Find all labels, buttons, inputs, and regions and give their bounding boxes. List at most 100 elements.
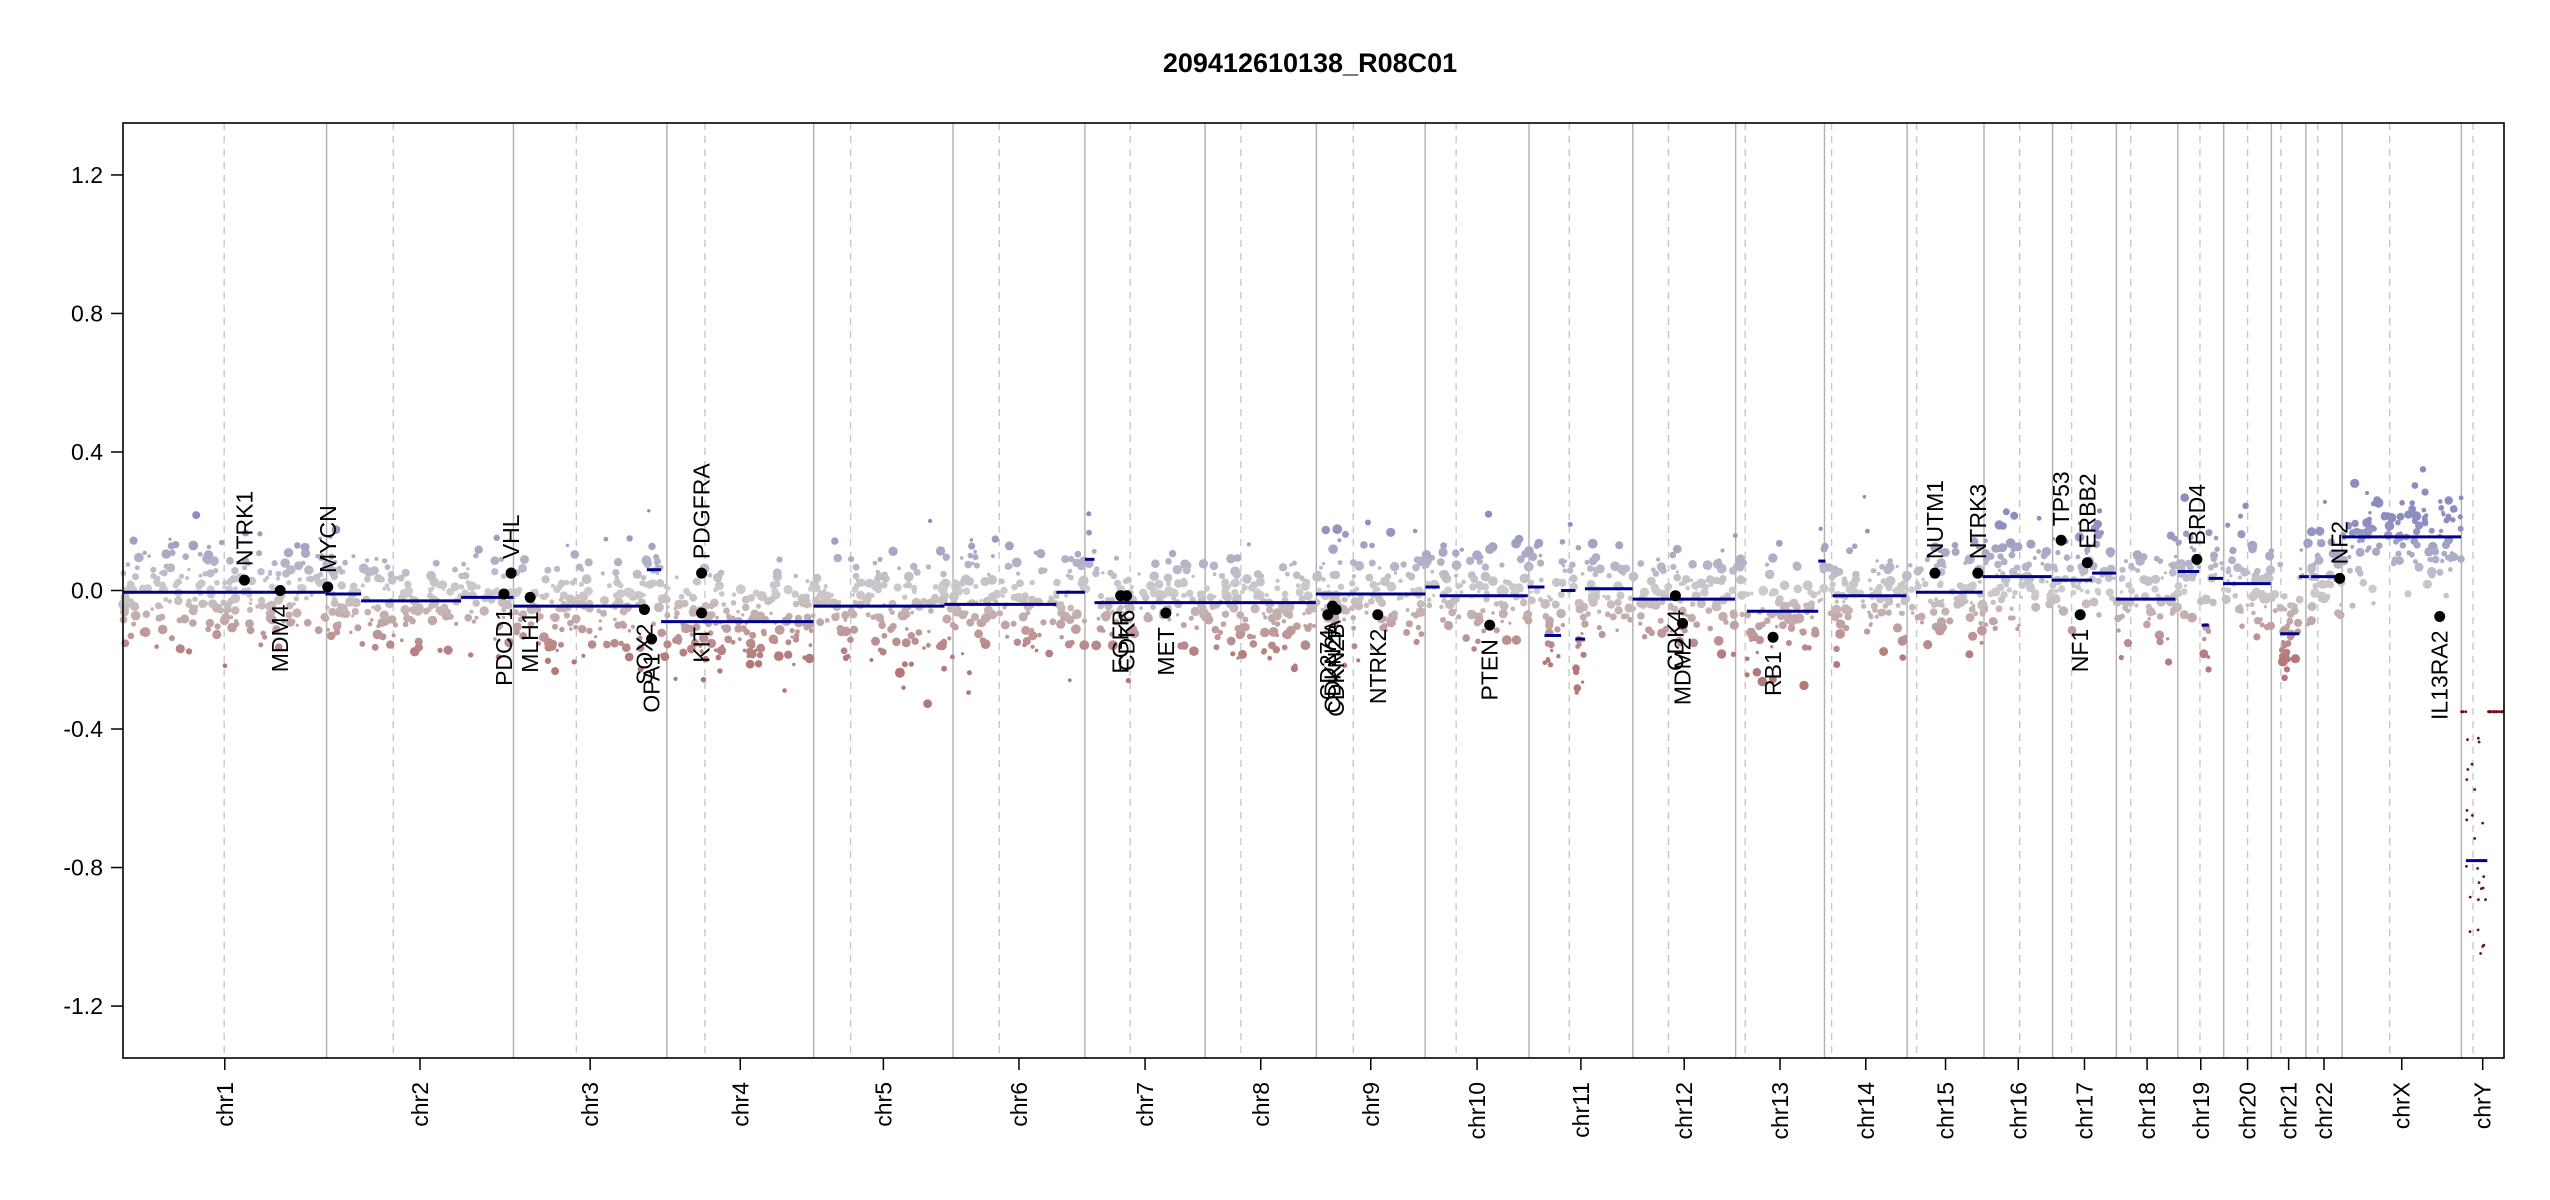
probe-point <box>1979 640 1984 645</box>
probe-point <box>1034 648 1039 653</box>
probe-point <box>618 640 624 646</box>
probe-point <box>679 648 688 657</box>
probe-point <box>504 601 513 610</box>
probe-point <box>688 607 698 617</box>
probe-point <box>2306 616 2316 626</box>
probe-point <box>911 588 918 595</box>
x-tick-label: chr11 <box>1568 1082 1594 1138</box>
probe-point <box>613 617 617 622</box>
probe-point <box>1275 578 1280 583</box>
probe-point <box>2265 592 2272 599</box>
probe-point <box>1563 559 1567 563</box>
probe-point <box>1969 601 1974 605</box>
probe-point <box>731 592 737 597</box>
probe-point <box>188 540 199 551</box>
probe-point <box>365 558 370 563</box>
probe-point <box>1978 620 1984 626</box>
x-tick-label: chr8 <box>1248 1082 1274 1127</box>
gene-point <box>322 581 334 593</box>
probe-point <box>504 637 514 648</box>
probe-point <box>877 556 883 563</box>
probe-point <box>1126 626 1136 637</box>
probe-point <box>707 572 713 578</box>
probe-point <box>1293 622 1301 631</box>
gene-point <box>2055 534 2067 546</box>
probe-point <box>2476 928 2480 932</box>
probe-point <box>645 580 655 589</box>
probe-point <box>1967 582 1977 592</box>
probe-point <box>549 599 555 605</box>
probe-point <box>1646 576 1656 586</box>
probe-point <box>295 623 299 627</box>
probe-point <box>1412 612 1420 619</box>
gene-label: PDGFRA <box>689 463 715 560</box>
probe-point <box>764 597 773 606</box>
probe-point <box>870 614 876 620</box>
probe-point <box>1547 662 1554 668</box>
probe-point <box>520 555 529 564</box>
y-tick-label: 0.8 <box>71 300 103 326</box>
probe-point <box>630 624 635 629</box>
probe-point <box>782 688 787 693</box>
probe-point <box>331 525 341 534</box>
probe-point <box>1775 539 1783 547</box>
probe-point <box>1068 574 1074 581</box>
probe-point <box>713 572 723 583</box>
probe-point <box>1770 645 1774 649</box>
probe-point <box>941 665 947 672</box>
probe-point <box>596 608 602 614</box>
probe-point <box>1527 596 1536 605</box>
probe-point <box>1992 619 1998 625</box>
probe-point <box>202 571 208 577</box>
probe-point <box>1459 590 1464 595</box>
probe-point <box>1213 594 1217 599</box>
probe-point <box>1342 617 1347 622</box>
probe-point <box>2114 614 2122 623</box>
probe-point <box>1077 580 1085 587</box>
probe-point <box>2220 586 2227 592</box>
probe-point <box>2237 530 2246 539</box>
probe-point <box>1341 662 1348 668</box>
x-tick-label: chr19 <box>2188 1082 2214 1140</box>
probe-point <box>559 626 565 633</box>
probe-point <box>558 579 566 587</box>
probe-point <box>1097 592 1105 600</box>
probe-point <box>1391 610 1398 618</box>
probe-point <box>1720 548 1725 553</box>
probe-point <box>2119 575 2126 582</box>
probe-point <box>2183 530 2190 537</box>
probe-point <box>564 579 570 586</box>
probe-point <box>927 518 933 524</box>
probe-point <box>2020 577 2024 582</box>
probe-point <box>1249 640 1258 648</box>
probe-point <box>923 699 932 709</box>
probe-point <box>309 593 314 597</box>
probe-point <box>1197 603 1203 609</box>
probe-point <box>747 594 755 602</box>
probe-point <box>804 603 810 609</box>
probe-point <box>743 628 751 636</box>
probe-point <box>1639 587 1650 597</box>
probe-point <box>974 629 983 639</box>
probe-point <box>1341 596 1348 603</box>
probe-point <box>1592 566 1599 573</box>
x-tick-label: chr2 <box>407 1082 433 1127</box>
probe-point <box>134 565 140 571</box>
probe-point <box>2226 579 2231 583</box>
probe-point <box>324 605 330 610</box>
probe-point <box>2346 524 2352 530</box>
probe-point <box>584 558 593 567</box>
probe-point <box>578 581 584 587</box>
probe-point <box>937 584 948 595</box>
probe-point <box>1759 621 1766 628</box>
probe-point <box>446 587 455 596</box>
probe-point <box>1806 645 1812 651</box>
probe-point <box>1109 631 1115 637</box>
probe-point <box>926 642 931 648</box>
probe-point <box>1218 572 1226 580</box>
probe-point <box>636 644 645 652</box>
probe-point <box>870 593 875 598</box>
probe-point <box>1933 597 1939 602</box>
probe-point <box>1908 603 1916 611</box>
probe-point <box>1311 623 1316 629</box>
